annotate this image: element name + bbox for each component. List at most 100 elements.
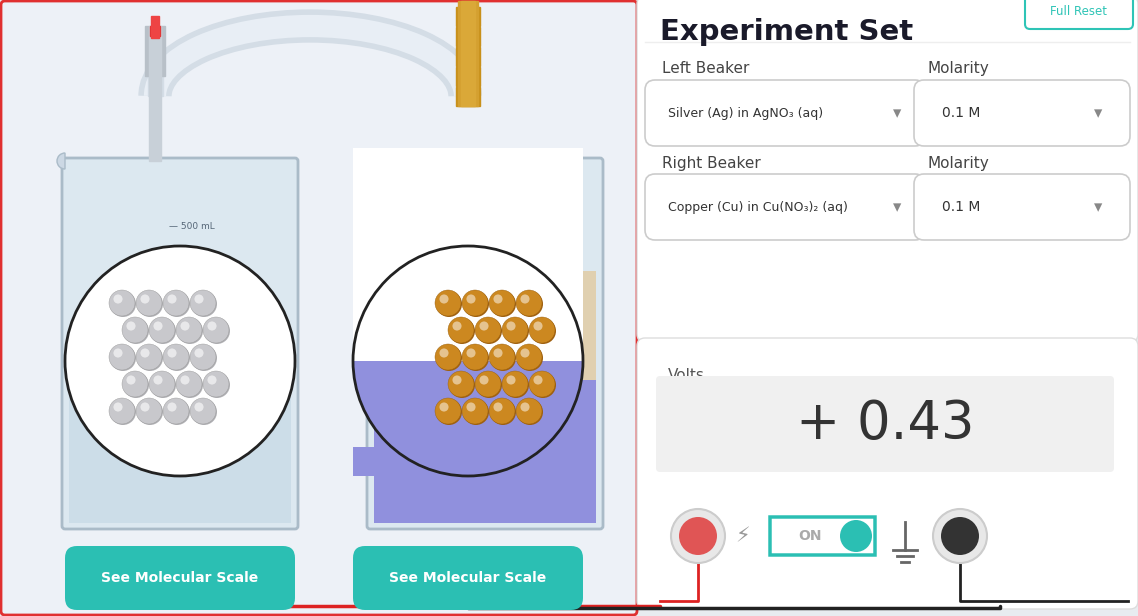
FancyBboxPatch shape — [914, 80, 1130, 146]
Text: — 500 mL: — 500 mL — [168, 222, 214, 231]
Circle shape — [520, 402, 529, 411]
Circle shape — [494, 349, 503, 357]
Circle shape — [167, 349, 176, 357]
FancyBboxPatch shape — [1, 1, 637, 615]
Text: Silver (Ag) in AgNO₃ (aq): Silver (Ag) in AgNO₃ (aq) — [668, 107, 823, 120]
Wedge shape — [362, 153, 370, 169]
Circle shape — [114, 402, 123, 411]
Text: ON: ON — [798, 529, 822, 543]
Text: 0.1 M: 0.1 M — [942, 200, 980, 214]
Circle shape — [467, 294, 476, 304]
FancyBboxPatch shape — [366, 158, 603, 529]
Circle shape — [436, 399, 462, 425]
Circle shape — [490, 345, 516, 371]
Polygon shape — [151, 16, 159, 38]
Text: Volts: Volts — [668, 368, 704, 383]
Circle shape — [475, 317, 501, 343]
Circle shape — [110, 291, 137, 317]
Circle shape — [123, 318, 149, 344]
Circle shape — [207, 375, 216, 384]
Circle shape — [534, 322, 543, 331]
Polygon shape — [457, 1, 478, 106]
Circle shape — [502, 371, 528, 397]
Circle shape — [176, 317, 203, 343]
Circle shape — [436, 345, 462, 371]
Circle shape — [181, 322, 190, 331]
Circle shape — [529, 317, 555, 343]
Circle shape — [191, 345, 217, 371]
Circle shape — [204, 318, 230, 344]
FancyBboxPatch shape — [645, 80, 925, 146]
Circle shape — [137, 399, 163, 425]
Circle shape — [123, 372, 149, 398]
Circle shape — [207, 322, 216, 331]
Circle shape — [502, 317, 528, 343]
Circle shape — [467, 402, 476, 411]
Circle shape — [195, 294, 204, 304]
Circle shape — [137, 291, 163, 317]
Circle shape — [516, 344, 542, 370]
Circle shape — [448, 317, 475, 343]
Circle shape — [490, 399, 516, 425]
Text: ▾: ▾ — [1094, 198, 1103, 216]
Circle shape — [109, 344, 135, 370]
Text: ⚡: ⚡ — [735, 526, 750, 546]
Circle shape — [517, 291, 543, 317]
FancyBboxPatch shape — [1025, 0, 1133, 29]
Circle shape — [126, 322, 135, 331]
Text: — 500 mL: — 500 mL — [473, 222, 519, 231]
Circle shape — [462, 290, 488, 316]
Circle shape — [353, 246, 583, 476]
Text: See Molecular Scale: See Molecular Scale — [101, 571, 258, 585]
Text: Copper (Cu) in Cu(NO₃)₂ (aq): Copper (Cu) in Cu(NO₃)₂ (aq) — [668, 200, 848, 214]
Circle shape — [150, 318, 176, 344]
Circle shape — [462, 344, 488, 370]
Circle shape — [154, 322, 163, 331]
Circle shape — [190, 398, 216, 424]
Circle shape — [476, 318, 502, 344]
Circle shape — [149, 371, 175, 397]
FancyBboxPatch shape — [914, 174, 1130, 240]
Circle shape — [516, 398, 542, 424]
Circle shape — [941, 517, 979, 555]
Circle shape — [476, 372, 502, 398]
Circle shape — [195, 402, 204, 411]
Circle shape — [122, 371, 148, 397]
Circle shape — [506, 322, 516, 331]
Circle shape — [450, 372, 475, 398]
Circle shape — [529, 371, 555, 397]
Circle shape — [167, 294, 176, 304]
Circle shape — [110, 399, 137, 425]
Circle shape — [140, 402, 149, 411]
Circle shape — [164, 345, 190, 371]
FancyBboxPatch shape — [65, 546, 295, 610]
Bar — [353, 447, 583, 476]
Circle shape — [191, 291, 217, 317]
Text: Right Beaker: Right Beaker — [662, 156, 760, 171]
Circle shape — [122, 317, 148, 343]
Circle shape — [195, 349, 204, 357]
Circle shape — [479, 375, 488, 384]
Circle shape — [494, 402, 503, 411]
Polygon shape — [465, 66, 475, 96]
Circle shape — [114, 294, 123, 304]
FancyBboxPatch shape — [637, 0, 1138, 342]
Wedge shape — [353, 246, 583, 361]
Text: Experiment Set: Experiment Set — [660, 18, 913, 46]
Text: ▾: ▾ — [1094, 104, 1103, 122]
Circle shape — [435, 398, 461, 424]
Circle shape — [479, 322, 488, 331]
Text: Left Beaker: Left Beaker — [662, 61, 750, 76]
Circle shape — [154, 375, 163, 384]
Text: ▾: ▾ — [893, 198, 901, 216]
Circle shape — [463, 345, 489, 371]
Circle shape — [517, 399, 543, 425]
Text: See Molecular Scale: See Molecular Scale — [389, 571, 546, 585]
Polygon shape — [145, 26, 165, 156]
Circle shape — [462, 398, 488, 424]
Circle shape — [439, 349, 448, 357]
Text: Full Reset: Full Reset — [1050, 4, 1107, 17]
Circle shape — [467, 349, 476, 357]
Bar — [69, 341, 291, 523]
Circle shape — [435, 290, 461, 316]
